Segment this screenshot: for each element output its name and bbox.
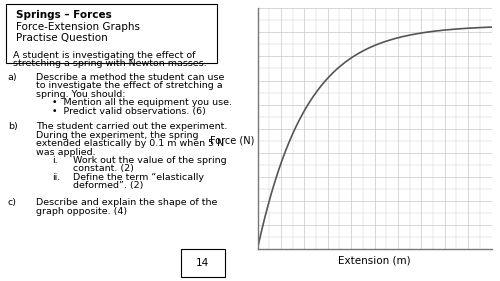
Text: spring. You should:: spring. You should: [36,90,126,99]
X-axis label: Extension (m): Extension (m) [338,256,411,266]
Text: A student is investigating the effect of: A student is investigating the effect of [13,51,196,60]
Text: ii.: ii. [52,173,60,182]
Text: stretching a spring with Newton masses.: stretching a spring with Newton masses. [13,59,207,68]
Text: graph opposite. (4): graph opposite. (4) [36,207,128,216]
Text: Springs – Forces: Springs – Forces [16,10,112,20]
Text: was applied.: was applied. [36,148,96,157]
FancyBboxPatch shape [6,4,217,63]
Text: Practise Question: Practise Question [16,33,108,44]
Text: The student carried out the experiment.: The student carried out the experiment. [36,122,228,131]
Text: During the experiment, the spring: During the experiment, the spring [36,131,199,140]
FancyBboxPatch shape [180,249,225,277]
Text: •  Predict valid observations. (6): • Predict valid observations. (6) [52,107,206,116]
Text: to investigate the effect of stretching a: to investigate the effect of stretching … [36,81,223,90]
Text: a): a) [8,73,18,82]
Text: deformed”. (2): deformed”. (2) [73,181,143,190]
Text: Force-Extension Graphs: Force-Extension Graphs [16,22,140,32]
Text: Work out the value of the spring: Work out the value of the spring [73,156,227,165]
Text: Describe a method the student can use: Describe a method the student can use [36,73,225,82]
Text: •  Mention all the equipment you use.: • Mention all the equipment you use. [52,98,232,107]
Text: Describe and explain the shape of the: Describe and explain the shape of the [36,198,218,207]
Text: b): b) [8,122,18,131]
Text: Define the term “elastically: Define the term “elastically [73,173,204,182]
Text: Force (N): Force (N) [210,135,255,146]
Text: 14: 14 [196,258,209,268]
Text: extended elastically by 0.1 m when 5 N: extended elastically by 0.1 m when 5 N [36,139,224,148]
Text: c): c) [8,198,17,207]
Text: i.: i. [52,156,58,165]
Text: constant. (2): constant. (2) [73,164,134,173]
